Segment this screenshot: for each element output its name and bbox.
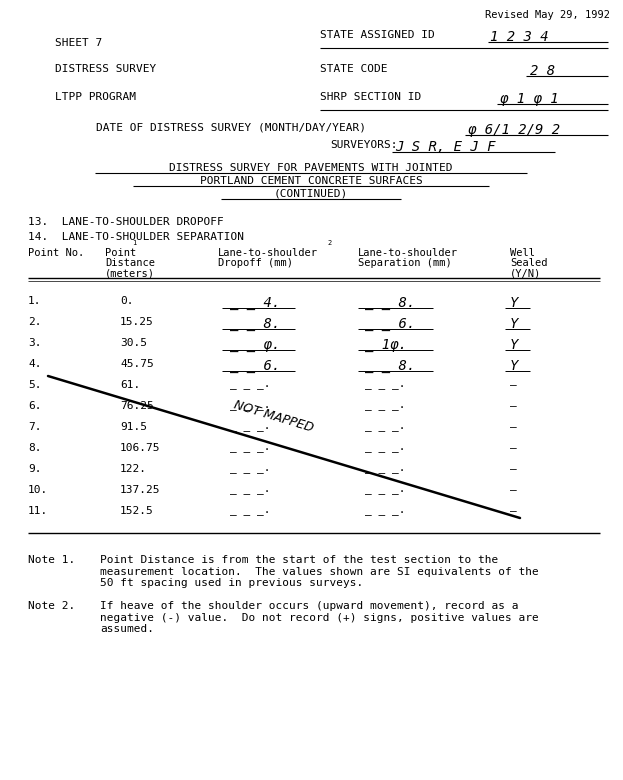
Text: SHRP SECTION ID: SHRP SECTION ID bbox=[320, 92, 421, 102]
Text: Y: Y bbox=[510, 338, 518, 352]
Text: _ _ _.: _ _ _. bbox=[365, 485, 406, 495]
Text: 30.5: 30.5 bbox=[120, 338, 147, 348]
Text: 2 8: 2 8 bbox=[530, 64, 555, 78]
Text: 1: 1 bbox=[132, 240, 136, 246]
Text: _ _ _.: _ _ _. bbox=[230, 443, 270, 453]
Text: _ _ 8.: _ _ 8. bbox=[230, 317, 280, 331]
Text: _ _ 8.: _ _ 8. bbox=[365, 296, 416, 310]
Text: (Y/N): (Y/N) bbox=[510, 268, 541, 278]
Text: _ _ _.: _ _ _. bbox=[230, 464, 270, 474]
Text: 11.: 11. bbox=[28, 506, 48, 516]
Text: DISTRESS SURVEY: DISTRESS SURVEY bbox=[55, 64, 156, 74]
Text: _ _ _.: _ _ _. bbox=[230, 485, 270, 495]
Text: _ _ _.: _ _ _. bbox=[230, 506, 270, 516]
Text: 3.: 3. bbox=[28, 338, 42, 348]
Text: PORTLAND CEMENT CONCRETE SURFACES: PORTLAND CEMENT CONCRETE SURFACES bbox=[199, 176, 422, 186]
Text: 6.: 6. bbox=[28, 401, 42, 411]
Text: 2: 2 bbox=[327, 240, 331, 246]
Text: 13.  LANE-TO-SHOULDER DROPOFF: 13. LANE-TO-SHOULDER DROPOFF bbox=[28, 217, 224, 227]
Text: _ _ 4.: _ _ 4. bbox=[230, 296, 280, 310]
Text: Well: Well bbox=[510, 248, 535, 258]
Text: 91.5: 91.5 bbox=[120, 422, 147, 432]
Text: Distance: Distance bbox=[105, 258, 155, 268]
Text: If heave of the shoulder occurs (upward movement), record as a
negative (-) valu: If heave of the shoulder occurs (upward … bbox=[100, 601, 539, 634]
Text: Point No.: Point No. bbox=[28, 248, 84, 258]
Text: 61.: 61. bbox=[120, 380, 140, 390]
Text: 1.: 1. bbox=[28, 296, 42, 306]
Text: Lane-to-shoulder: Lane-to-shoulder bbox=[218, 248, 318, 258]
Text: 15.25: 15.25 bbox=[120, 317, 154, 327]
Text: _ _ 6.: _ _ 6. bbox=[230, 359, 280, 373]
Text: 8.: 8. bbox=[28, 443, 42, 453]
Text: STATE ASSIGNED ID: STATE ASSIGNED ID bbox=[320, 30, 435, 40]
Text: 0.: 0. bbox=[120, 296, 133, 306]
Text: 2.: 2. bbox=[28, 317, 42, 327]
Text: _ _ _.: _ _ _. bbox=[365, 401, 406, 411]
Text: SHEET 7: SHEET 7 bbox=[55, 38, 102, 48]
Text: _ _ _.: _ _ _. bbox=[365, 380, 406, 390]
Text: 7.: 7. bbox=[28, 422, 42, 432]
Text: _ _ _.: _ _ _. bbox=[365, 464, 406, 474]
Text: STATE CODE: STATE CODE bbox=[320, 64, 388, 74]
Text: _ _ 6.: _ _ 6. bbox=[365, 317, 416, 331]
Text: 9.: 9. bbox=[28, 464, 42, 474]
Text: 5.: 5. bbox=[28, 380, 42, 390]
Text: DATE OF DISTRESS SURVEY (MONTH/DAY/YEAR): DATE OF DISTRESS SURVEY (MONTH/DAY/YEAR) bbox=[96, 123, 366, 133]
Text: 4.: 4. bbox=[28, 359, 42, 369]
Text: 106.75: 106.75 bbox=[120, 443, 161, 453]
Text: 122.: 122. bbox=[120, 464, 147, 474]
Text: –: – bbox=[510, 506, 516, 516]
Text: Note 1.: Note 1. bbox=[28, 555, 75, 565]
Text: (meters): (meters) bbox=[105, 268, 155, 278]
Text: _ _ 8.: _ _ 8. bbox=[365, 359, 416, 373]
Text: NOT MAPPED: NOT MAPPED bbox=[232, 399, 315, 435]
Text: _ _ _.: _ _ _. bbox=[365, 506, 406, 516]
Text: SURVEYORS:: SURVEYORS: bbox=[330, 140, 397, 150]
Text: φ 1 φ 1: φ 1 φ 1 bbox=[500, 92, 559, 106]
Text: 14.  LANE-TO-SHOULDER SEPARATION: 14. LANE-TO-SHOULDER SEPARATION bbox=[28, 232, 244, 242]
Text: φ 6/1 2/9 2: φ 6/1 2/9 2 bbox=[468, 123, 560, 137]
Text: _ 1φ.: _ 1φ. bbox=[365, 338, 407, 352]
Text: –: – bbox=[510, 464, 516, 474]
Text: 10.: 10. bbox=[28, 485, 48, 495]
Text: –: – bbox=[510, 422, 516, 432]
Text: Sealed: Sealed bbox=[510, 258, 548, 268]
Text: Lane-to-shoulder: Lane-to-shoulder bbox=[358, 248, 458, 258]
Text: J S R, E J F: J S R, E J F bbox=[395, 140, 495, 154]
Text: _ _ _.: _ _ _. bbox=[365, 443, 406, 453]
Text: –: – bbox=[510, 401, 516, 411]
Text: Y: Y bbox=[510, 296, 518, 310]
Text: LTPP PROGRAM: LTPP PROGRAM bbox=[55, 92, 136, 102]
Text: Separation (mm): Separation (mm) bbox=[358, 258, 452, 268]
Text: 76.25: 76.25 bbox=[120, 401, 154, 411]
Text: _ _ φ.: _ _ φ. bbox=[230, 338, 280, 352]
Text: 45.75: 45.75 bbox=[120, 359, 154, 369]
Text: _ _ _.: _ _ _. bbox=[365, 422, 406, 432]
Text: _ _ _.: _ _ _. bbox=[230, 401, 270, 411]
Text: 137.25: 137.25 bbox=[120, 485, 161, 495]
Text: –: – bbox=[510, 485, 516, 495]
Text: DISTRESS SURVEY FOR PAVEMENTS WITH JOINTED: DISTRESS SURVEY FOR PAVEMENTS WITH JOINT… bbox=[169, 163, 453, 173]
Text: Revised May 29, 1992: Revised May 29, 1992 bbox=[485, 10, 610, 20]
Text: Y: Y bbox=[510, 317, 518, 331]
Text: Y: Y bbox=[510, 359, 518, 373]
Text: Note 2.: Note 2. bbox=[28, 601, 75, 611]
Text: 152.5: 152.5 bbox=[120, 506, 154, 516]
Text: _ _ _.: _ _ _. bbox=[230, 422, 270, 432]
Text: –: – bbox=[510, 380, 516, 390]
Text: Dropoff (mm): Dropoff (mm) bbox=[218, 258, 293, 268]
Text: 1 2 3 4: 1 2 3 4 bbox=[490, 30, 549, 44]
Text: (CONTINUED): (CONTINUED) bbox=[274, 189, 348, 199]
Text: Point: Point bbox=[105, 248, 136, 258]
Text: _ _ _.: _ _ _. bbox=[230, 380, 270, 390]
Text: –: – bbox=[510, 443, 516, 453]
Text: Point Distance is from the start of the test section to the
measurement location: Point Distance is from the start of the … bbox=[100, 555, 539, 588]
